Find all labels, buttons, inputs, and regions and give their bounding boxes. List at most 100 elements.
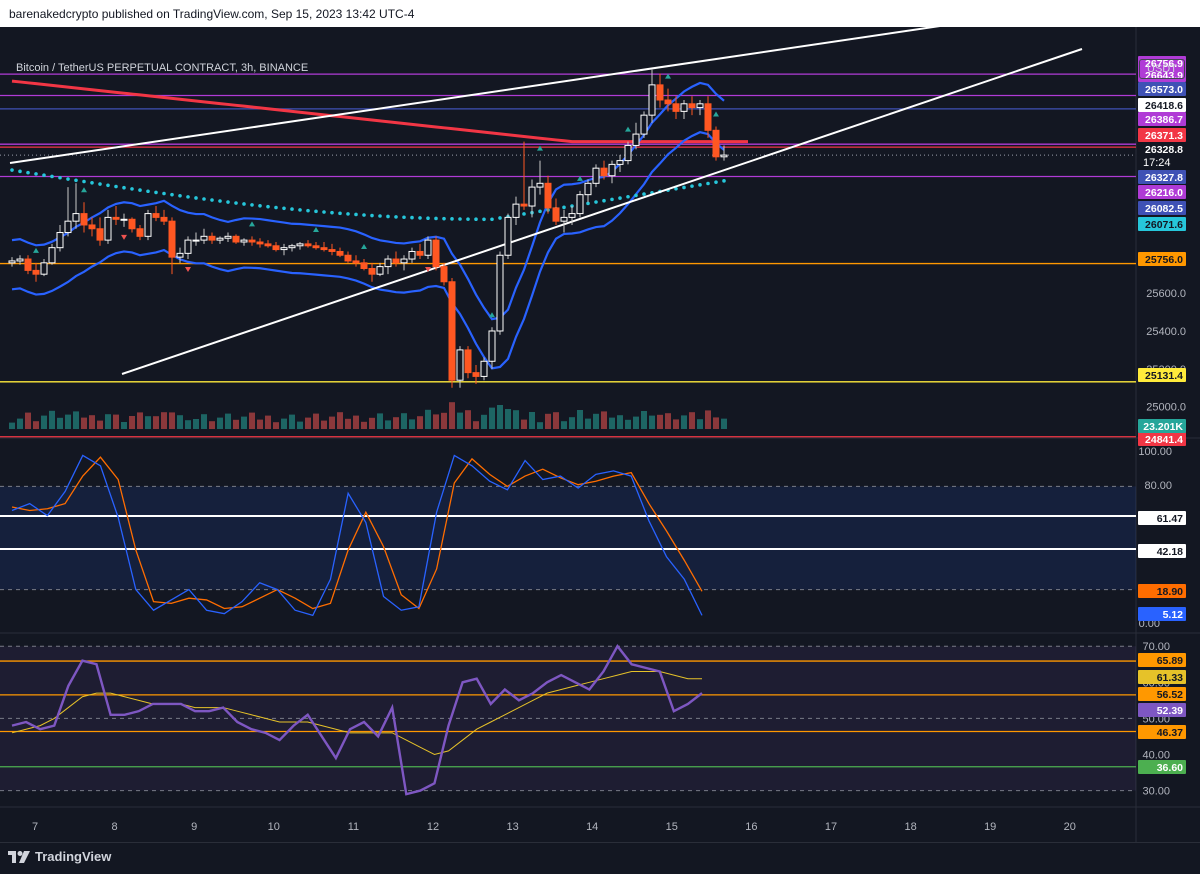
currency-button[interactable]: USDT [1139,59,1185,79]
trail-dot [274,205,278,210]
candle-body [696,103,704,109]
rsi-value-tag-bg [1138,703,1186,717]
candle-body [624,144,632,162]
candle-body [280,247,288,251]
candle-body [664,99,672,105]
trail-dot [154,190,158,195]
volume-bar [513,410,519,429]
candle-body [320,247,328,251]
price-level-tag-bg [1138,201,1186,215]
candle-body [688,103,696,109]
candle-body [400,258,408,264]
volume-bar [625,419,631,429]
volume-bar [609,417,615,429]
trail-dot [106,183,110,188]
volume-bar [249,412,255,429]
chart-area[interactable]: 25000.025200.025400.025600.025800.026756… [0,27,1200,842]
time-tick-label: 13 [506,821,518,833]
candle-body [248,239,256,243]
volume-bar [25,412,31,429]
candle-body [392,258,400,264]
buy-signal-marker [33,247,39,253]
volume-bar [137,412,143,429]
published-line: barenakedcrypto published on TradingView… [9,6,415,21]
candle-body [656,84,664,101]
trail-dot [34,172,38,176]
trail-dot [170,192,174,197]
sell-signal-marker [121,234,127,240]
trail-dot [714,180,718,184]
sell-signal-marker [425,267,431,273]
buy-signal-marker [625,126,631,132]
stoch-tick-label: 100.00 [1138,446,1172,458]
volume-bar [329,416,335,429]
candle-body [216,237,224,241]
trail-dot [378,214,382,218]
price-level-tag-bg [1138,368,1186,382]
candle-body [416,250,424,256]
candle-body [16,258,24,262]
candle-body [128,218,136,230]
stoch-d-line [11,456,703,610]
volume-bar [665,413,671,429]
volume-bar [401,413,407,429]
rsi-value-tag: 56.52 [1157,689,1183,701]
volume-bar [417,416,423,429]
symbol-title[interactable]: Bitcoin / TetherUS PERPETUAL CONTRACT, 3… [16,62,309,74]
tradingview-logo[interactable]: TradingView [8,849,111,864]
volume-bar [697,419,703,429]
price-tick-label: 25400.0 [1146,326,1186,338]
buy-signal-marker [537,145,543,151]
candle-body [640,114,648,135]
trail-dot [690,184,694,188]
trail-dot [266,204,270,209]
trail-dot [482,217,486,222]
candle-body [152,213,160,218]
volume-bar [337,412,343,429]
price-level-tag: 26328.8 [1145,144,1183,156]
stoch-value-tag: 18.90 [1157,586,1183,598]
trail-dot [402,215,406,220]
stoch-value-tag-bg [1138,511,1186,525]
trail-dot [586,201,590,206]
chart-canvas[interactable]: 25000.025200.025400.025600.025800.026756… [0,27,1200,842]
rsi-value-tag-bg [1138,760,1186,774]
trail-dot [386,214,390,219]
volume-bar [569,417,575,429]
candle-body [40,262,48,275]
candle-body [488,330,496,362]
candle-body [680,103,688,112]
buy-signal-marker [489,312,495,318]
volume-bar [593,413,599,429]
trail-dot [674,187,678,191]
volume-bar [705,410,711,429]
stoch-value-tag-bg [1138,607,1186,621]
trail-dot [10,168,14,172]
candle-body [608,163,616,177]
trail-dot [610,197,614,202]
trail-dot [26,170,30,175]
volume-bar [361,421,367,429]
candle-body [80,213,88,226]
price-level-tag-bg [1138,217,1186,231]
candle-body [112,216,120,220]
price-level-tag: 26071.6 [1145,219,1183,231]
trail-dot [538,209,542,214]
candle-body [288,245,296,249]
volume-bar [289,414,295,429]
candle-body [720,154,728,158]
price-level-tag: 24841.4 [1145,434,1183,446]
price-level-tag-bg [1138,170,1186,184]
trail-dot [706,181,710,186]
trail-dot [290,207,294,211]
volume-bar [297,421,303,429]
trail-dot [50,174,54,179]
candle-body [368,268,376,275]
candle-body [424,239,432,256]
trail-dot [626,194,630,199]
candle-body [32,269,40,275]
candle-body [704,103,712,131]
trail-dot [434,216,438,221]
trail-dot [122,185,126,190]
volume-bar [9,422,15,429]
